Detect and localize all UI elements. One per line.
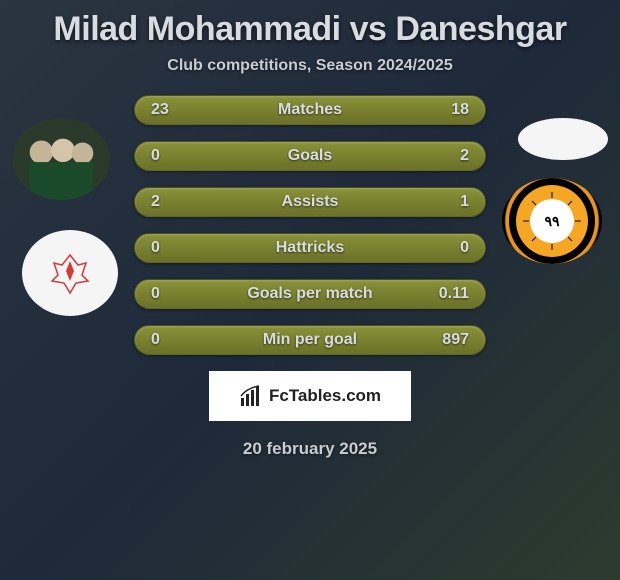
- crest-icon: [40, 243, 100, 303]
- stat-row: 2 Assists 1: [134, 187, 486, 217]
- stat-row: 0 Goals 2: [134, 141, 486, 171]
- crest-sun-icon: ۹۹: [502, 178, 602, 264]
- player-left-photo: [12, 118, 110, 200]
- stat-label: Goals per match: [191, 285, 429, 303]
- stat-left-value: 23: [151, 101, 191, 119]
- stat-right-value: 1: [429, 193, 469, 211]
- date-label: 20 february 2025: [0, 439, 620, 459]
- comparison-card: Milad Mohammadi vs Daneshgar Club compet…: [0, 0, 620, 580]
- stat-left-value: 0: [151, 331, 191, 349]
- stat-right-value: 0: [429, 239, 469, 257]
- stat-left-value: 0: [151, 285, 191, 303]
- stat-right-value: 0.11: [429, 285, 469, 303]
- brand-text: FcTables.com: [269, 386, 381, 406]
- svg-text:۹۹: ۹۹: [544, 213, 560, 229]
- stat-row: 0 Goals per match 0.11: [134, 279, 486, 309]
- stat-left-value: 0: [151, 147, 191, 165]
- stat-label: Hattricks: [191, 239, 429, 257]
- club-right-crest: ۹۹: [502, 178, 602, 264]
- photo-placeholder-icon: [12, 118, 110, 200]
- chart-icon: [239, 384, 263, 408]
- page-title: Milad Mohammadi vs Daneshgar: [0, 10, 620, 49]
- player-right-photo: [518, 118, 608, 160]
- subtitle: Club competitions, Season 2024/2025: [0, 57, 620, 75]
- stat-label: Matches: [191, 101, 429, 119]
- stat-left-value: 2: [151, 193, 191, 211]
- brand-logo[interactable]: FcTables.com: [209, 371, 411, 421]
- stat-right-value: 2: [429, 147, 469, 165]
- stat-label: Goals: [191, 147, 429, 165]
- stat-row: 0 Min per goal 897: [134, 325, 486, 355]
- stat-label: Min per goal: [191, 331, 429, 349]
- stat-row: 0 Hattricks 0: [134, 233, 486, 263]
- stat-row: 23 Matches 18: [134, 95, 486, 125]
- stat-right-value: 18: [429, 101, 469, 119]
- stat-label: Assists: [191, 193, 429, 211]
- stat-right-value: 897: [429, 331, 469, 349]
- stats-list: 23 Matches 18 0 Goals 2 2 Assists 1 0 Ha…: [134, 95, 486, 355]
- stat-left-value: 0: [151, 239, 191, 257]
- club-left-crest: [22, 230, 118, 316]
